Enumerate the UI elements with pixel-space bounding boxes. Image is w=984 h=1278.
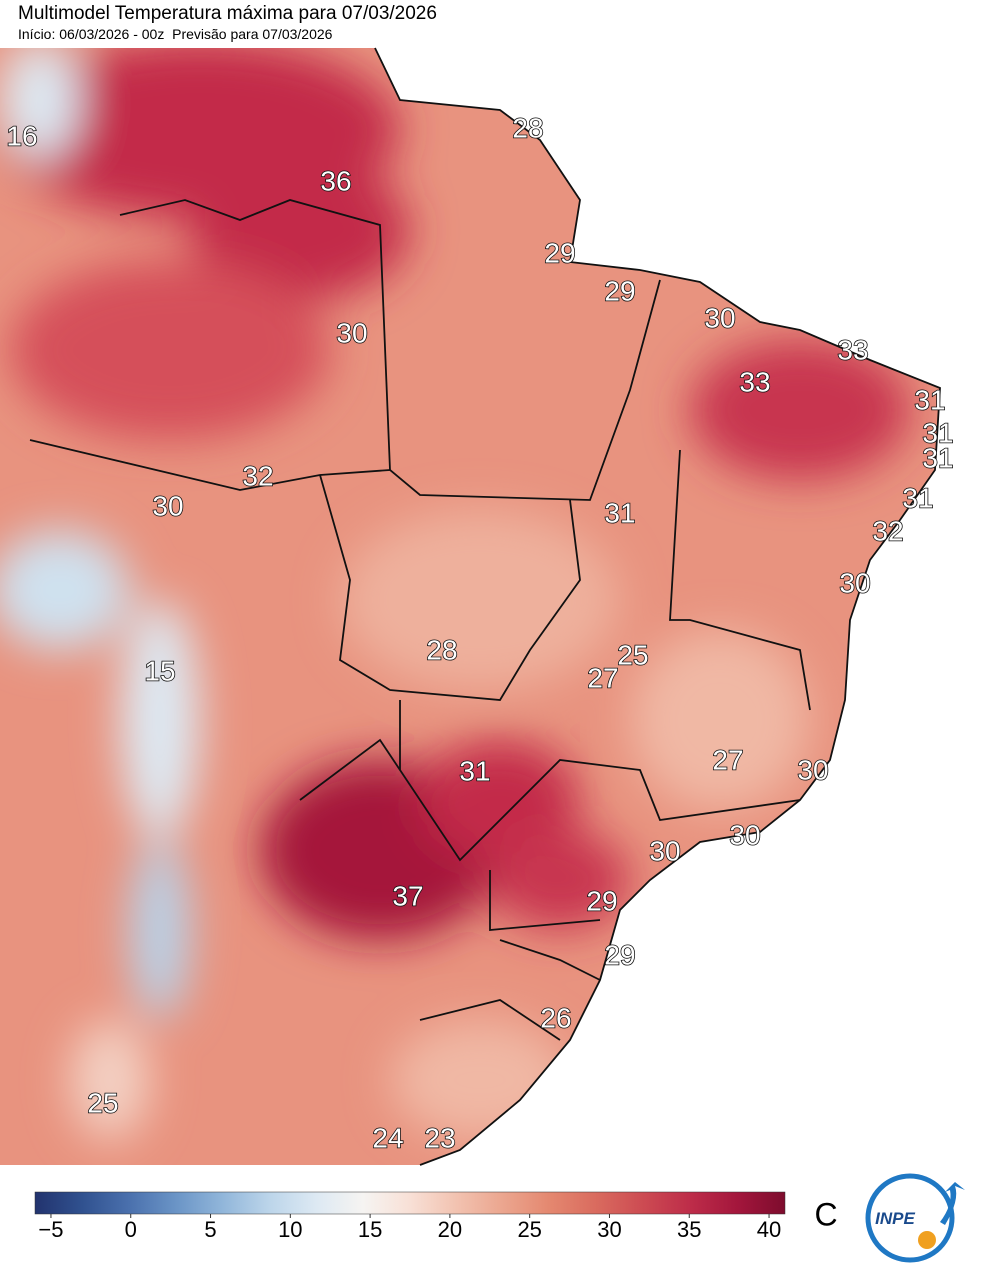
temperature-label: 30 xyxy=(152,490,183,521)
temperature-label: 29 xyxy=(604,275,635,306)
title: Multimodel Temperatura máxima para 07/03… xyxy=(18,3,437,24)
temperature-label: 30 xyxy=(336,317,367,348)
temperature-label: 32 xyxy=(242,460,273,491)
colorbar-tick-label: 25 xyxy=(517,1217,541,1242)
colorbar-tick-label: 35 xyxy=(677,1217,701,1242)
temperature-label: 25 xyxy=(87,1087,118,1118)
logo-text: INPE xyxy=(875,1209,915,1228)
temperature-label: 28 xyxy=(512,112,543,143)
temperature-label: 31 xyxy=(902,482,933,513)
temperature-label: 16 xyxy=(6,120,37,151)
temperature-label: 28 xyxy=(426,634,457,665)
temperature-label: 31 xyxy=(922,442,953,473)
temperature-label: 32 xyxy=(872,515,903,546)
temperature-label: 29 xyxy=(544,237,575,268)
temperature-label: 36 xyxy=(320,165,351,196)
temperature-label: 30 xyxy=(704,302,735,333)
colorbar-tick-label: 5 xyxy=(204,1217,216,1242)
colorbar-tick-label: 0 xyxy=(125,1217,137,1242)
temperature-label: 15 xyxy=(144,655,175,686)
temperature-label: 24 xyxy=(372,1122,403,1153)
temperature-label: 30 xyxy=(649,835,680,866)
temperature-label: 30 xyxy=(729,819,760,850)
temperature-label: 31 xyxy=(922,417,953,448)
temperature-label: 30 xyxy=(797,754,828,785)
colorbar-tick-label: 40 xyxy=(757,1217,781,1242)
temperature-label: 31 xyxy=(604,497,635,528)
temperature-label: 30 xyxy=(839,567,870,598)
temperature-label: 33 xyxy=(739,366,770,397)
unit-label: C xyxy=(814,1196,837,1232)
temperature-label: 29 xyxy=(586,885,617,916)
state-borders xyxy=(29,47,941,1166)
temperature-label: 27 xyxy=(712,744,743,775)
temperature-label: 31 xyxy=(914,384,945,415)
colorbar-bar xyxy=(34,1191,786,1215)
temperature-label: 33 xyxy=(837,334,868,365)
temperature-label: 29 xyxy=(604,939,635,970)
colorbar-tick-label: 20 xyxy=(438,1217,462,1242)
temperature-label: 26 xyxy=(540,1002,571,1033)
colorbar-tick-label: 15 xyxy=(358,1217,382,1242)
temperature-label: 37 xyxy=(392,880,423,911)
temperature-label: 25 xyxy=(617,639,648,670)
colorbar: −5 0 5 10 15 20 25 30 35 40 xyxy=(34,1191,786,1242)
colorbar-tick-label: −5 xyxy=(38,1217,63,1242)
colorbar-tick-label: 10 xyxy=(278,1217,302,1242)
colorbar-tick-label: 30 xyxy=(597,1217,621,1242)
temperature-label: 27 xyxy=(587,662,618,693)
subtitle: Início: 06/03/2026 - 00z Previsão para 0… xyxy=(18,26,333,42)
temperature-label: 31 xyxy=(459,755,490,786)
logo: INPE xyxy=(865,1173,965,1263)
temperature-label: 23 xyxy=(424,1122,455,1153)
